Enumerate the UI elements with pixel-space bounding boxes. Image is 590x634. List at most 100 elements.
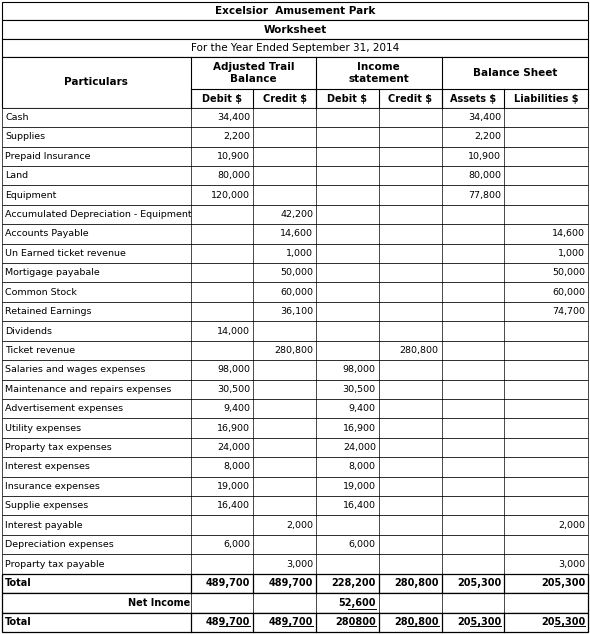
Text: Utility expenses: Utility expenses [5,424,81,432]
Text: Adjusted Trail
Balance: Adjusted Trail Balance [212,62,294,84]
Text: 36,100: 36,100 [280,307,313,316]
Text: 9,400: 9,400 [224,404,250,413]
Text: 24,000: 24,000 [217,443,250,452]
Text: 205,300: 205,300 [541,618,585,627]
Text: Net Income: Net Income [128,598,190,608]
Text: 6,000: 6,000 [224,540,250,549]
Bar [2,283,588,302]
Text: 98,000: 98,000 [343,365,376,374]
Text: 14,000: 14,000 [217,327,250,335]
Text: Worksheet: Worksheet [263,25,327,34]
Text: 10,900: 10,900 [468,152,501,161]
Text: 6,000: 6,000 [349,540,376,549]
Bar [2,457,588,477]
Text: 280,800: 280,800 [399,346,438,355]
Text: Dividends: Dividends [5,327,52,335]
Text: Un Earned ticket revenue: Un Earned ticket revenue [5,249,126,258]
Bar [2,574,588,593]
Text: Accounts Payable: Accounts Payable [5,230,88,238]
Text: Equipment: Equipment [5,191,57,200]
Text: Ticket revenue: Ticket revenue [5,346,75,355]
Bar [2,593,588,612]
Bar [2,612,588,632]
Text: Proparty tax payable: Proparty tax payable [5,560,104,569]
Text: 77,800: 77,800 [468,191,501,200]
Bar [2,321,588,340]
Text: 42,200: 42,200 [280,210,313,219]
Text: 74,700: 74,700 [552,307,585,316]
Text: 10,900: 10,900 [217,152,250,161]
Bar [2,205,588,224]
Text: 16,900: 16,900 [217,424,250,432]
Text: 14,600: 14,600 [280,230,313,238]
Text: Salaries and wages expenses: Salaries and wages expenses [5,365,145,374]
Text: Credit $: Credit $ [263,94,307,103]
Text: Debit $: Debit $ [202,94,242,103]
Text: 3,000: 3,000 [558,560,585,569]
Text: 8,000: 8,000 [349,462,376,472]
Text: Liabilities $: Liabilities $ [514,94,578,103]
Text: 280,800: 280,800 [394,578,438,588]
Bar [2,496,588,515]
Text: 80,000: 80,000 [217,171,250,180]
Text: 19,000: 19,000 [217,482,250,491]
Bar [2,57,588,108]
Text: Excelsior  Amusement Park: Excelsior Amusement Park [215,6,375,16]
Text: Particulars: Particulars [64,77,128,87]
Bar [2,535,588,554]
Text: Retained Earnings: Retained Earnings [5,307,91,316]
Bar [2,108,588,127]
Text: 34,400: 34,400 [468,113,501,122]
Text: Land: Land [5,171,28,180]
Bar [2,399,588,418]
Bar [2,20,588,39]
Bar [2,224,588,243]
Text: 16,900: 16,900 [343,424,376,432]
Text: 489,700: 489,700 [206,618,250,627]
Text: 205,300: 205,300 [457,618,501,627]
Bar [2,477,588,496]
Text: 2,200: 2,200 [474,133,501,141]
Text: 30,500: 30,500 [217,385,250,394]
Text: Credit $: Credit $ [388,94,432,103]
Bar [2,302,588,321]
Text: 120,000: 120,000 [211,191,250,200]
Text: 280,800: 280,800 [394,618,438,627]
Text: 16,400: 16,400 [343,501,376,510]
Text: Accumulated Depreciation - Equipment: Accumulated Depreciation - Equipment [5,210,192,219]
Text: Supplie expenses: Supplie expenses [5,501,88,510]
Text: Total: Total [5,618,32,627]
Text: 489,700: 489,700 [268,578,313,588]
Bar [2,39,588,57]
Text: 9,400: 9,400 [349,404,376,413]
Bar [2,418,588,438]
Text: 2,200: 2,200 [224,133,250,141]
Text: 16,400: 16,400 [217,501,250,510]
Bar [2,340,588,360]
Text: Mortigage payabale: Mortigage payabale [5,268,100,277]
Text: 489,700: 489,700 [268,618,313,627]
Text: 52,600: 52,600 [338,598,376,608]
Text: Income
statement: Income statement [349,62,409,84]
Text: Insurance expenses: Insurance expenses [5,482,100,491]
Bar [2,380,588,399]
Text: 2,000: 2,000 [286,521,313,529]
Text: Total: Total [5,578,32,588]
Text: Common Stock: Common Stock [5,288,77,297]
Bar [2,515,588,535]
Text: 1,000: 1,000 [558,249,585,258]
Text: 280800: 280800 [335,618,376,627]
Text: 98,000: 98,000 [217,365,250,374]
Text: Advertisement expenses: Advertisement expenses [5,404,123,413]
Bar [2,263,588,283]
Text: 1,000: 1,000 [286,249,313,258]
Text: Prepaid Insurance: Prepaid Insurance [5,152,90,161]
Text: Depreciation expenses: Depreciation expenses [5,540,114,549]
Text: 489,700: 489,700 [206,578,250,588]
Text: 3,000: 3,000 [286,560,313,569]
Bar [2,243,588,263]
Text: 8,000: 8,000 [224,462,250,472]
Text: 50,000: 50,000 [552,268,585,277]
Bar [2,146,588,166]
Text: Cash: Cash [5,113,28,122]
